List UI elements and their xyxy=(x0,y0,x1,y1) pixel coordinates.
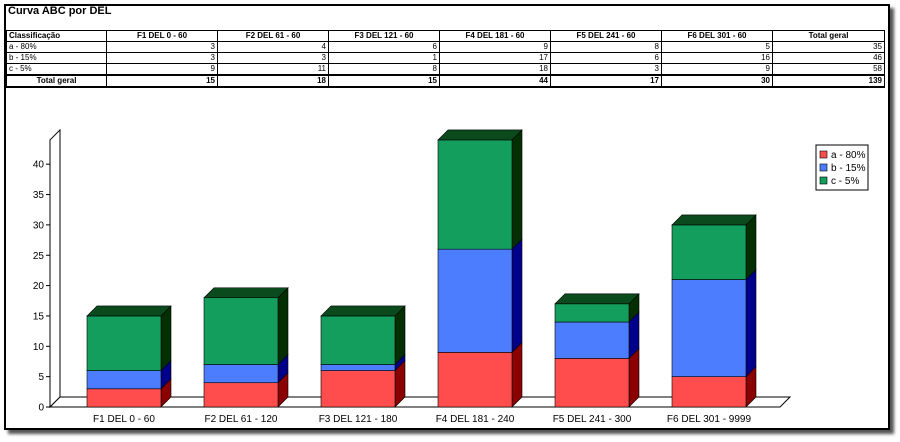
bar-segment xyxy=(671,224,747,280)
bar-side xyxy=(511,341,523,408)
y-tick-label: 0 xyxy=(38,403,44,414)
bar-segment xyxy=(320,370,396,408)
bar-segment xyxy=(671,376,747,408)
legend-swatch xyxy=(819,150,828,159)
summary-table: Classificação F1 DEL 0 - 60 F2 DEL 61 - … xyxy=(6,30,885,88)
table-cell: 139 xyxy=(772,74,885,88)
x-tick-label: F6 DEL 301 - 9999 xyxy=(667,414,752,425)
x-tick-label: F5 DEL 241 - 300 xyxy=(553,414,632,425)
bar-segment xyxy=(320,364,396,371)
x-tick-label: F2 DEL 61 - 120 xyxy=(204,414,277,425)
table-cell: 46 xyxy=(772,52,885,64)
bar-segment xyxy=(437,139,513,250)
bar-segment xyxy=(437,352,513,408)
bar-side xyxy=(745,268,757,378)
bar-segment xyxy=(203,364,279,384)
legend-label: c - 5% xyxy=(831,176,859,187)
bar-segment xyxy=(86,370,162,390)
bar-segment xyxy=(86,388,162,408)
x-tick-label: F4 DEL 181 - 240 xyxy=(436,414,515,425)
bar-side xyxy=(745,214,757,281)
y-tick-label: 40 xyxy=(33,160,45,171)
bar-segment xyxy=(86,315,162,371)
table-cell: 15 xyxy=(106,74,218,88)
bar-top xyxy=(554,293,640,305)
legend-swatch xyxy=(819,163,828,172)
x-tick-label: F1 DEL 0 - 60 xyxy=(93,414,155,425)
bar-top xyxy=(671,214,757,226)
bar-segment xyxy=(203,382,279,408)
y-tick-label: 30 xyxy=(33,220,45,231)
bar-top xyxy=(437,129,523,141)
bar-side xyxy=(160,305,172,372)
y-tick-label: 35 xyxy=(33,190,45,201)
bar-segment xyxy=(671,279,747,377)
bar-top xyxy=(203,287,289,299)
bar-top xyxy=(320,305,406,317)
x-tick-label: F3 DEL 121 - 180 xyxy=(319,414,398,425)
bar-side xyxy=(277,287,289,366)
y-tick-label: 15 xyxy=(33,311,45,322)
bar-segment xyxy=(320,315,396,365)
y-tick-label: 5 xyxy=(38,372,44,383)
legend-swatch xyxy=(819,176,828,185)
table-cell: 6 xyxy=(550,52,662,64)
table-cell: 30 xyxy=(661,74,773,88)
table-row: b - 15% 3 3 1 17 6 16 46 xyxy=(6,52,885,64)
y-tick-label: 20 xyxy=(33,281,45,292)
bar-segment xyxy=(437,248,513,353)
bar-side xyxy=(511,238,523,354)
y-tick-label: 25 xyxy=(33,251,45,262)
bar-segment xyxy=(554,321,630,359)
legend-label: a - 80% xyxy=(831,150,866,161)
bar-segment xyxy=(203,297,279,365)
row-label: b - 15% xyxy=(6,52,107,64)
y-tick-label: 10 xyxy=(33,342,45,353)
back-wall xyxy=(49,128,61,409)
table-row: c - 5% 9 11 8 18 3 9 58 xyxy=(6,63,885,76)
bar-segment xyxy=(554,358,630,408)
legend-label: b - 15% xyxy=(831,163,866,174)
bar-side xyxy=(511,129,523,250)
chart-title: Curva ABC por DEL xyxy=(8,5,112,17)
table-total-row: Total geral 15 18 15 44 17 30 139 xyxy=(6,74,885,88)
bar-top xyxy=(86,305,172,317)
bar-segment xyxy=(554,303,630,323)
